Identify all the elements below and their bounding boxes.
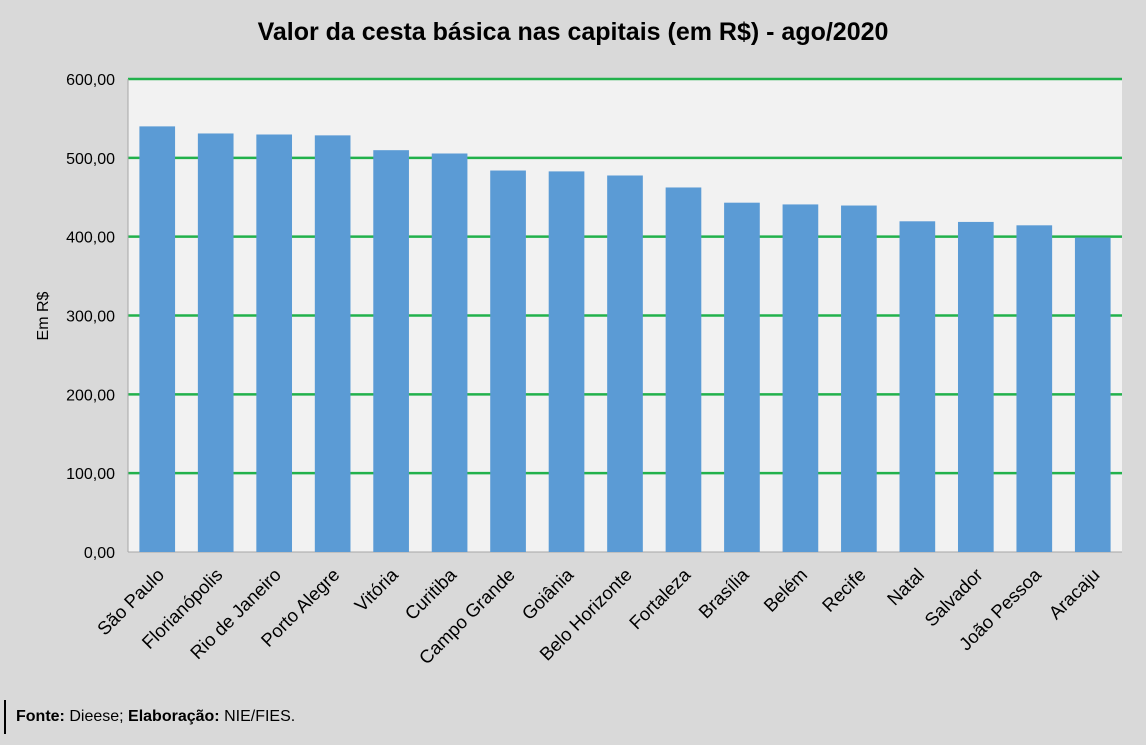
credit-value: NIE/FIES. <box>224 708 296 725</box>
bar <box>373 150 409 552</box>
x-tick-label: Aracaju <box>1044 564 1103 623</box>
bar <box>490 170 526 552</box>
bars <box>139 126 1111 553</box>
y-tick-label: 300,00 <box>66 309 115 326</box>
y-tick-label: 100,00 <box>66 466 115 483</box>
x-tick-label: Fortaleza <box>625 563 695 633</box>
y-tick-label: 200,00 <box>66 387 115 404</box>
y-axis-label: Em R$ <box>35 291 52 340</box>
x-tick-label: Vitória <box>350 563 402 615</box>
y-tick-labels: 0,00 100,00 200,00 300,00 400,00 500,00 600,00 <box>66 72 115 562</box>
bar <box>1074 237 1111 552</box>
bar <box>256 134 293 553</box>
x-tick-label: Recife <box>818 564 870 616</box>
bar <box>197 133 234 553</box>
y-tick-label: 0,00 <box>84 545 115 562</box>
credit-label: Elaboração: <box>128 708 220 725</box>
bar <box>899 221 936 552</box>
bar <box>957 221 994 552</box>
bar <box>431 153 468 552</box>
bar <box>607 175 643 552</box>
y-tick-label: 600,00 <box>66 72 115 89</box>
bar <box>548 171 585 552</box>
bar <box>841 205 877 552</box>
y-tick-label: 500,00 <box>66 151 115 168</box>
bar <box>724 202 760 552</box>
footer-divider <box>4 700 6 734</box>
x-tick-label: Belém <box>759 564 811 616</box>
source-value: Dieese; <box>69 708 124 725</box>
footer-note: Fonte: Dieese; Elaboração: NIE/FIES. <box>16 708 295 726</box>
x-tick-label: Brasília <box>694 563 753 622</box>
bar-chart: 0,00 100,00 200,00 300,00 400,00 500,00 600,00… <box>35 72 1122 668</box>
chart-title: Valor da cesta básica nas capitais (em R… <box>257 18 889 46</box>
bar <box>139 126 176 552</box>
source-label: Fonte: <box>16 708 65 725</box>
bar <box>782 204 819 552</box>
bar <box>665 187 702 552</box>
x-tick-label: Natal <box>883 564 928 609</box>
bar <box>1016 225 1053 552</box>
bar <box>314 135 351 552</box>
y-tick-label: 400,00 <box>66 230 115 247</box>
